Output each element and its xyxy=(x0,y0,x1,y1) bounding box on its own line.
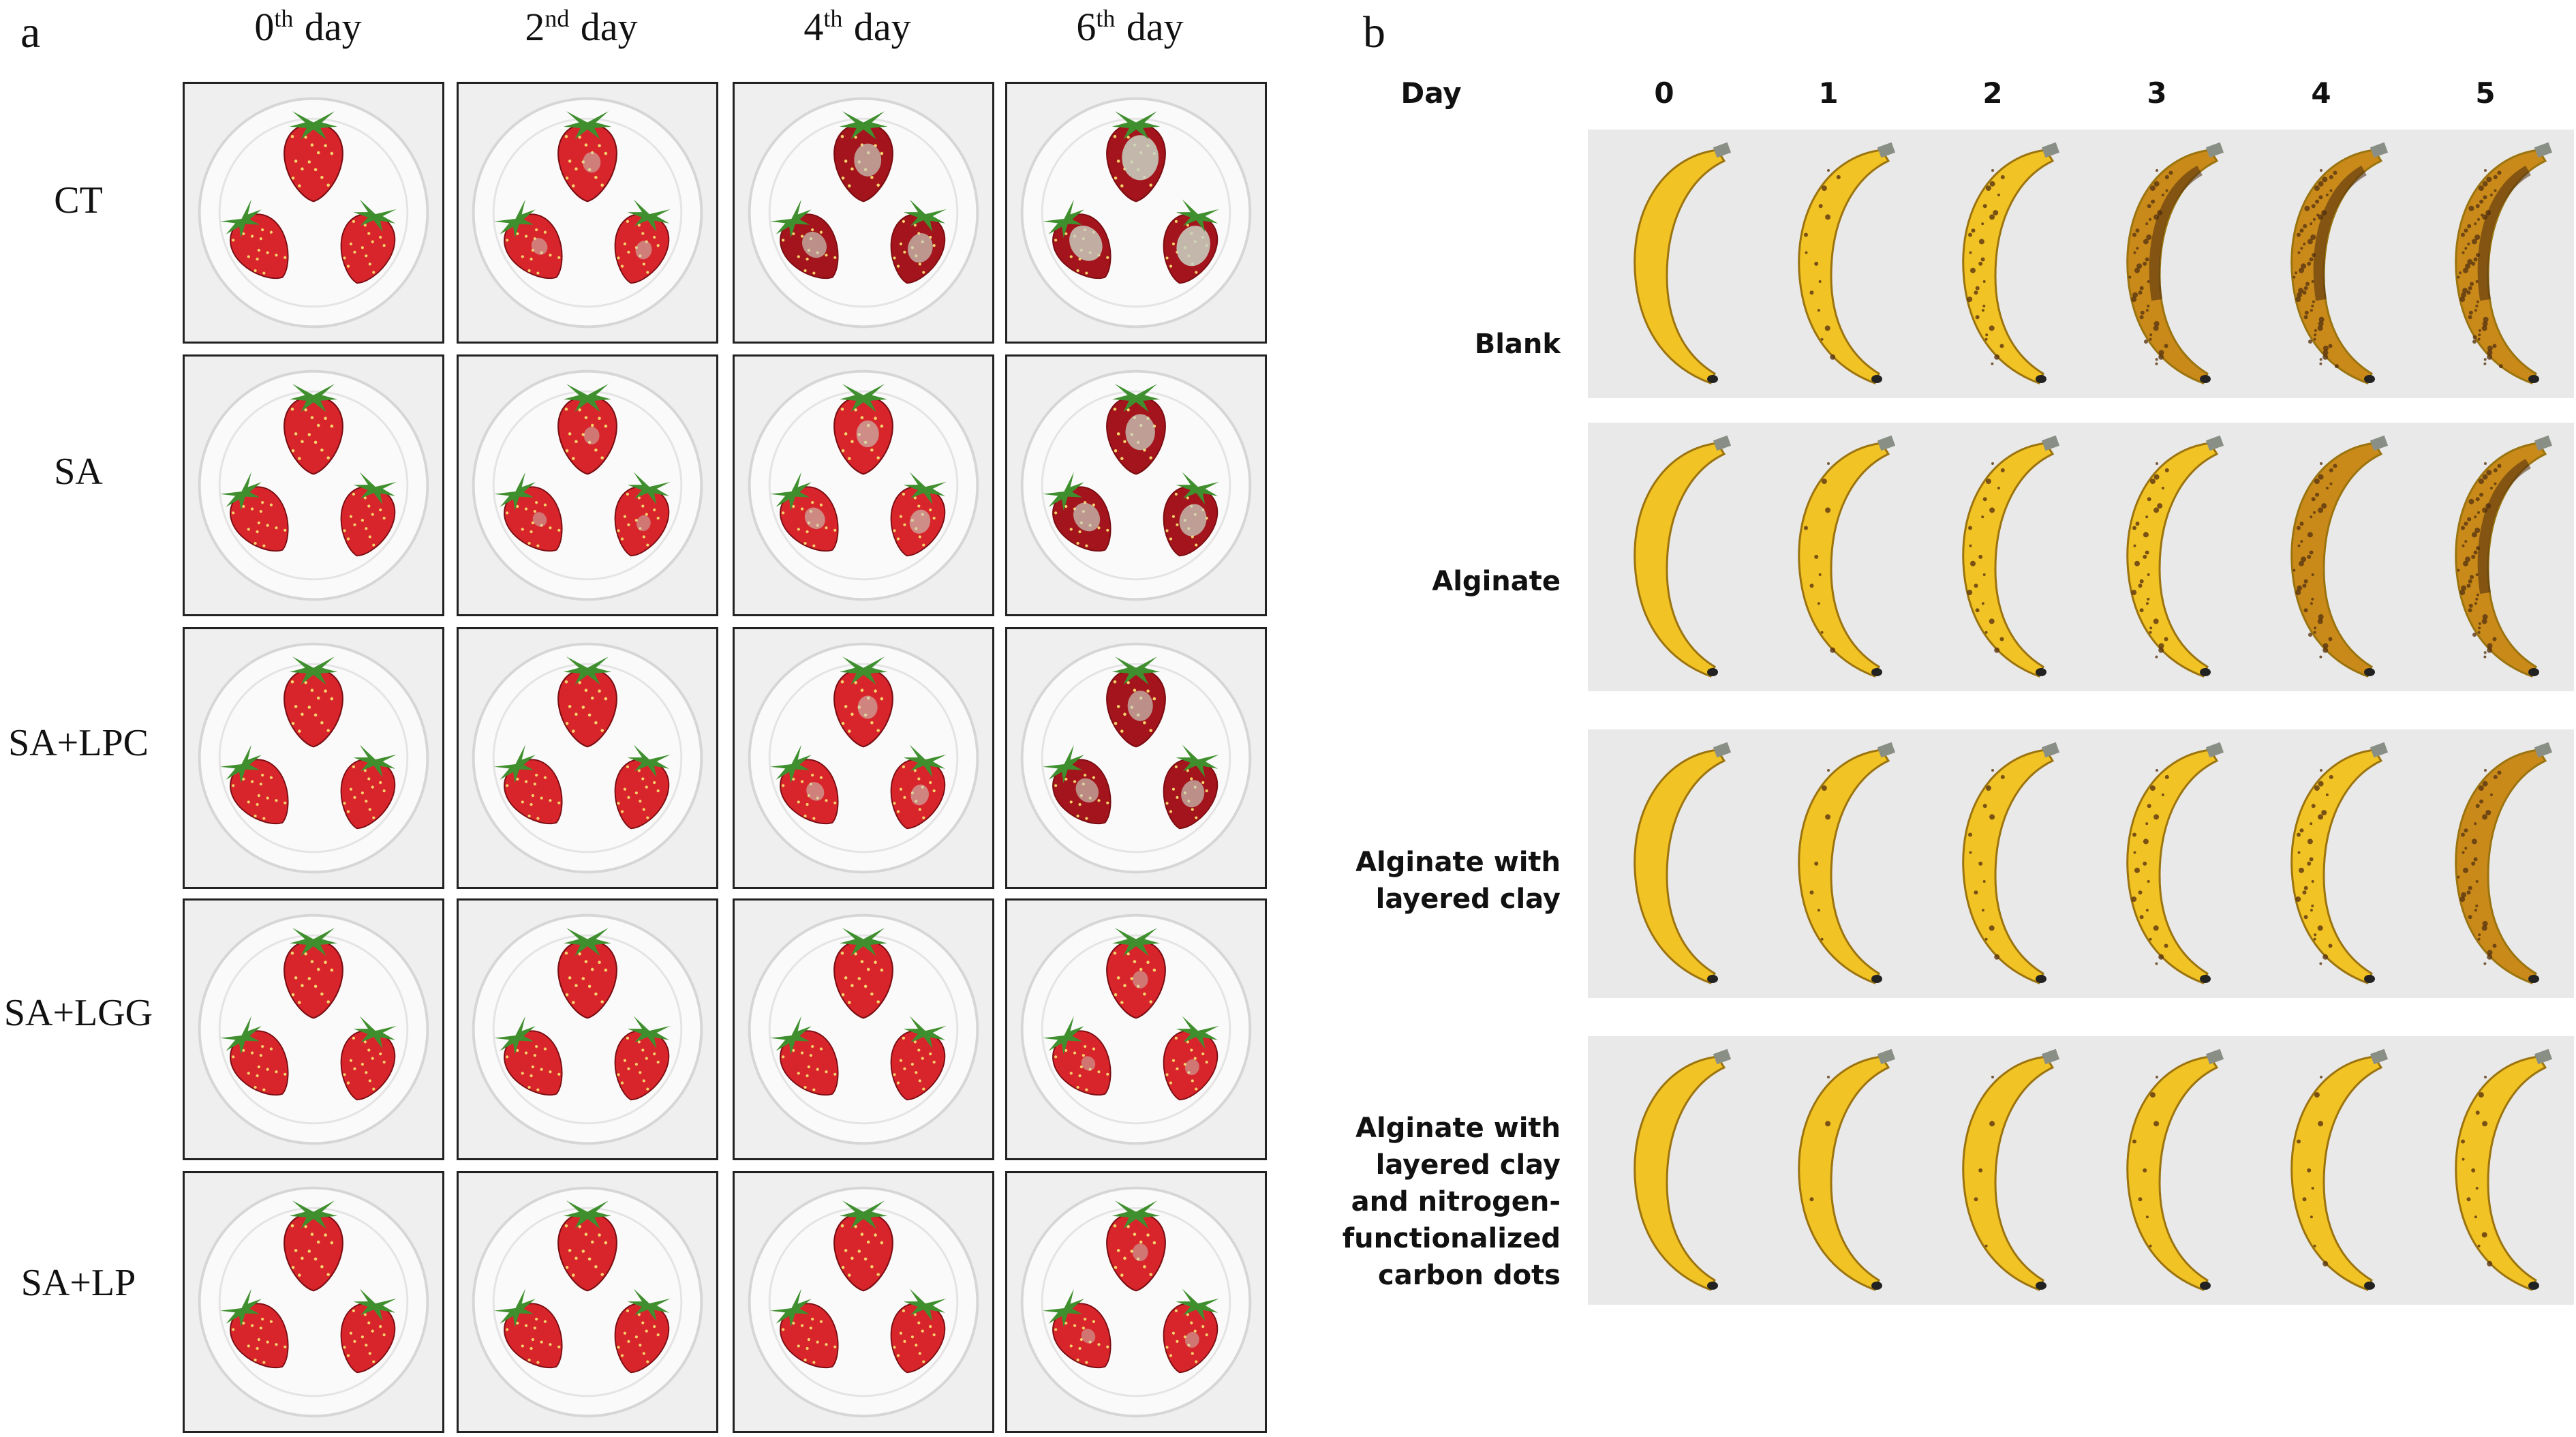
strawberry-photo xyxy=(1005,1171,1267,1433)
day-header-2: 2nd day xyxy=(525,4,638,49)
panel-b-letter: b xyxy=(1363,7,1385,57)
row-label-sa: SA xyxy=(54,451,103,493)
banana-photo xyxy=(2409,423,2574,691)
banana-photo xyxy=(2409,729,2574,998)
banana-day-4: 4 xyxy=(2311,76,2331,110)
strawberry-photo xyxy=(733,1171,994,1433)
banana-photo xyxy=(2409,130,2574,398)
banana-photo xyxy=(1752,130,1917,398)
banana-row-label-alginate: Alginate xyxy=(1432,566,1561,597)
banana-photo xyxy=(1916,729,2081,998)
banana-photo xyxy=(2409,1036,2574,1305)
banana-photo xyxy=(2245,1036,2410,1305)
banana-day-2: 2 xyxy=(1982,76,2003,110)
banana-day-0: 0 xyxy=(1654,76,1674,110)
banana-photo xyxy=(2245,729,2410,998)
strawberry-photo xyxy=(457,898,718,1160)
row-label-sa-lgg: SA+LGG xyxy=(3,992,153,1034)
strawberry-photo xyxy=(457,82,718,344)
strawberry-photo xyxy=(733,82,994,344)
banana-photo xyxy=(1752,1036,1917,1305)
day-header-0: 0th day xyxy=(254,4,362,49)
banana-photo xyxy=(1588,423,1753,691)
banana-photo xyxy=(2081,423,2245,691)
strawberry-photo xyxy=(183,1171,444,1433)
strawberry-photo xyxy=(457,354,718,616)
strawberry-photo xyxy=(183,354,444,616)
banana-photo xyxy=(1752,423,1917,691)
panel-a-strawberries: a 0th day 2nd day 4th day 6th day CT SA … xyxy=(3,4,1267,1433)
banana-photo xyxy=(2245,130,2410,398)
day-header-4: 4th day xyxy=(803,4,911,49)
banana-day-5: 5 xyxy=(2475,76,2496,110)
strawberry-photo xyxy=(183,82,444,344)
banana-row-label-alginate-clay: Alginate with layered clay xyxy=(1355,847,1561,915)
row-label-sa-lpc: SA+LPC xyxy=(8,722,149,764)
strawberry-photo xyxy=(183,898,444,1160)
panel-b-bananas: b Day 0 1 2 3 4 5 Blank Alginate Alginat… xyxy=(1336,0,2576,1437)
strawberry-photo xyxy=(733,354,994,616)
banana-photo xyxy=(1588,130,1753,398)
row-label-sa-lp: SA+LP xyxy=(20,1262,136,1304)
strawberry-photo xyxy=(733,898,994,1160)
row-label-ct: CT xyxy=(54,179,103,222)
banana-photo xyxy=(1752,729,1917,998)
banana-photo xyxy=(1916,1036,2081,1305)
banana-day-1: 1 xyxy=(1818,76,1839,110)
banana-photo xyxy=(2245,423,2410,691)
strawberry-photo xyxy=(1005,354,1267,616)
banana-photo xyxy=(2081,1036,2245,1305)
banana-day-header-label: Day xyxy=(1400,76,1462,110)
strawberry-photo xyxy=(733,627,994,889)
banana-row-label-alginate-clay-cdots: Alginate with layered clay and nitrogen-… xyxy=(1342,1113,1561,1291)
panel-a-letter: a xyxy=(20,7,41,57)
banana-day-3: 3 xyxy=(2147,76,2167,110)
banana-row-label-blank: Blank xyxy=(1474,329,1561,360)
strawberry-photo xyxy=(457,1171,718,1433)
strawberry-photo xyxy=(1005,82,1267,344)
strawberry-photo xyxy=(1005,898,1267,1160)
banana-photo xyxy=(1588,1036,1753,1305)
strawberry-photo xyxy=(1005,627,1267,889)
strawberry-photo xyxy=(183,627,444,889)
banana-photo xyxy=(1588,729,1753,998)
banana-photo xyxy=(1916,130,2081,398)
banana-photo xyxy=(2081,729,2245,998)
banana-photo xyxy=(1916,423,2081,691)
day-header-6: 6th day xyxy=(1076,4,1184,49)
strawberry-photo xyxy=(457,627,718,889)
banana-photo xyxy=(2081,130,2245,398)
